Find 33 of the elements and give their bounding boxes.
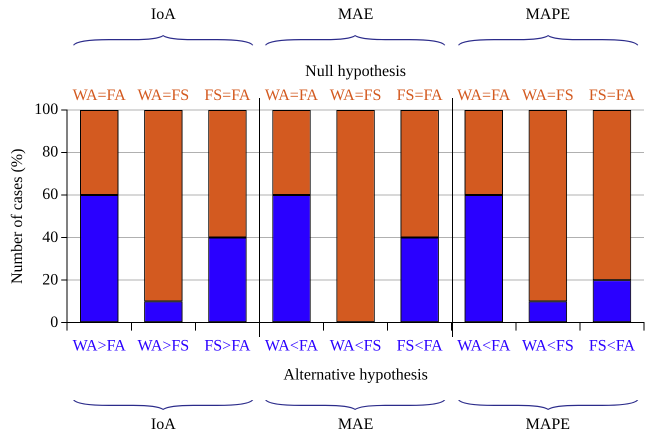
text: WA=FS [137,87,190,104]
y-tick-label: 0 [50,314,58,331]
text: WA=FA [456,87,512,105]
text: FS=FA [204,87,250,104]
text: MAE [336,416,374,434]
x-tick-label: WA>FA [72,337,126,354]
x-tick-label: WA<FA [264,337,319,354]
x-tick-label: FS<FA [396,337,444,354]
y-tick-label: 40 [42,228,58,246]
text: IoA [150,6,177,24]
text: MAPE [524,416,572,434]
text: MAE [336,6,374,24]
text: WA=FS [330,87,382,104]
text: FS=FA [396,87,443,104]
y-tick-label: 80 [42,144,58,161]
x-tick-label: WA<FS [522,337,574,354]
text: IoA [150,416,177,434]
text: WA=FA [264,87,320,105]
x-tick-label: WA<FA [457,337,511,354]
text: WA=FA [72,87,127,105]
x2-axis-title: Null hypothesis [304,63,408,81]
x-tick-label: FS>FA [204,337,251,354]
text: MAPE [524,6,572,24]
x-tick-label: WA>FS [137,337,190,354]
x-tick-label: WA<FS [330,337,382,354]
x-tick-label: FS<FA [588,337,636,354]
y-tick-label: 20 [42,271,58,288]
text: WA=FS [522,87,574,104]
y-tick-label: 100 [34,101,58,118]
y-tick-label: 60 [42,186,58,204]
text: FS=FA [588,87,636,105]
y-axis-title: Number of cases (%) [8,148,26,284]
x-axis-title: Alternative hypothesis [283,366,428,384]
